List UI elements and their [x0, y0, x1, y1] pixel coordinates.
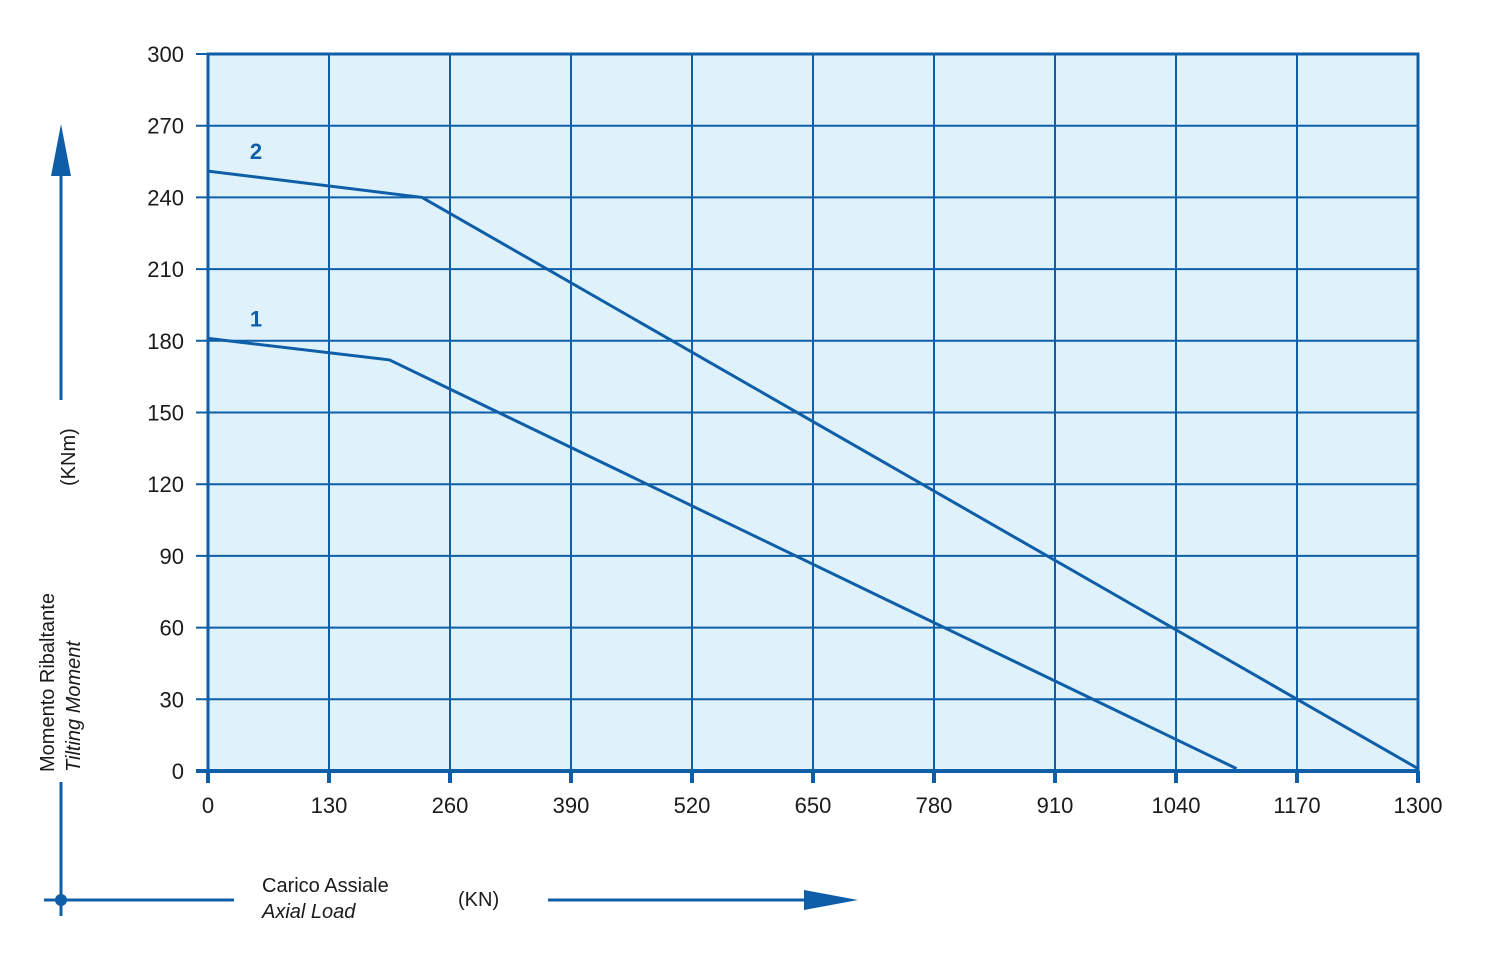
y-tick-label: 240	[147, 185, 184, 210]
x-tick-label: 910	[1037, 793, 1074, 818]
y-axis-label: Momento Ribaltante	[37, 593, 59, 772]
x-axis-label-en: Axial Load	[261, 901, 356, 923]
y-tick-labels: 0 30 60 90 120 150 180 210 240 270 300	[147, 42, 184, 784]
x-tick-labels: 0 130 260 390 520 650 780 910 1040 1170 1300	[202, 793, 1443, 818]
y-tick-label: 180	[147, 329, 184, 354]
x-arrow-head-icon	[804, 890, 858, 910]
y-tick-label: 120	[147, 472, 184, 497]
x-tick-label: 1040	[1152, 793, 1201, 818]
y-tick-label: 30	[160, 687, 184, 712]
y-axis-label-en: Tilting Moment	[63, 640, 85, 772]
series-label-1: 1	[250, 306, 262, 331]
y-tick-label: 90	[160, 544, 184, 569]
y-arrow-head-icon	[51, 124, 71, 176]
x-tick-label: 130	[311, 793, 348, 818]
axis-arrows	[44, 124, 858, 916]
y-tick-label: 0	[172, 759, 184, 784]
x-tick-label: 0	[202, 793, 214, 818]
series-lines	[207, 169, 1419, 770]
x-tick-label: 1170	[1273, 793, 1320, 818]
x-tick-label: 260	[432, 793, 469, 818]
x-tick-label: 390	[553, 793, 590, 818]
y-tick-label: 270	[147, 114, 184, 139]
x-tick-label: 650	[795, 793, 832, 818]
x-axis-label: Carico Assiale	[262, 875, 389, 897]
x-tick-label: 1300	[1394, 793, 1443, 818]
y-tick-label: 150	[147, 401, 184, 426]
series-line-2	[207, 169, 1419, 770]
y-tick-label: 300	[147, 42, 184, 67]
series-labels: 12	[250, 139, 262, 331]
y-axis-unit: (KNm)	[58, 428, 80, 486]
series-line-1	[207, 336, 1238, 770]
y-tick-label: 60	[160, 616, 184, 641]
x-tick-label: 520	[674, 793, 711, 818]
grid-lines	[196, 52, 1420, 783]
x-axis-unit: (KN)	[458, 889, 499, 911]
x-tick-label: 780	[916, 793, 953, 818]
y-tick-label: 210	[147, 257, 184, 282]
series-label-2: 2	[250, 139, 262, 164]
origin-dot-icon	[55, 894, 67, 906]
